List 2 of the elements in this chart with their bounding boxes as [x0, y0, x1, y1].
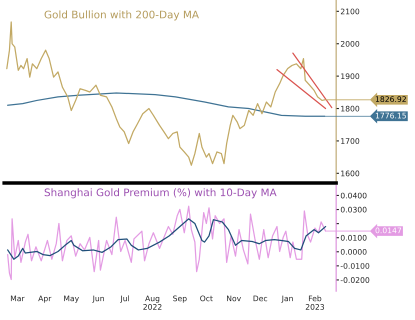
chart-title: Shanghai Gold Premium (%) with 10-Day MA	[44, 188, 277, 198]
text: Gold Bullion with 200-Day MA	[44, 10, 199, 20]
